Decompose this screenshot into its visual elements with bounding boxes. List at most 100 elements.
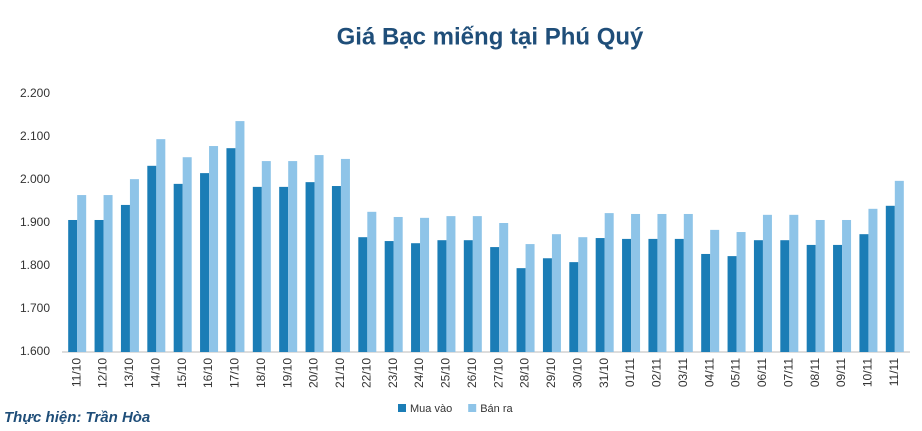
bar [657,213,667,352]
x-tick-label: 04/11 [702,358,716,387]
y-tick-label: 2.200 [20,86,50,100]
bar [885,205,895,352]
bar [200,173,210,352]
x-tick-label: 31/10 [597,358,611,388]
bar [490,247,500,352]
x-tick-label: 19/10 [280,358,294,388]
x-tick-label: 08/11 [808,358,822,387]
bar [156,139,166,352]
legend-label: Bán ra [480,403,513,415]
bar [94,219,104,352]
x-tick-label: 24/10 [412,358,426,388]
legend-swatch [398,404,406,412]
x-tick-label: 21/10 [333,358,347,388]
bar [472,216,482,352]
bar [622,238,632,352]
bar [815,219,825,352]
x-tick-label: 18/10 [254,358,268,388]
x-tick-label: 06/11 [755,358,769,387]
bar [648,238,658,352]
bar [753,240,763,352]
bar [226,148,236,352]
x-tick-label: 25/10 [439,358,453,388]
bar [305,182,315,352]
bar [77,195,87,352]
bar [595,238,605,352]
x-tick-label: 17/10 [228,358,242,388]
bar [252,186,262,352]
bar [868,208,878,352]
bar [411,243,421,352]
bar [129,179,139,352]
x-tick-label: 20/10 [307,358,321,388]
x-tick-label: 15/10 [175,358,189,388]
bar [182,157,192,352]
bar [120,204,130,352]
x-tick-label: 26/10 [465,358,479,388]
bar [525,244,535,352]
x-tick-label: 05/11 [729,358,743,387]
bar [736,232,746,352]
bar [393,216,403,352]
x-tick-label: 12/10 [96,358,110,388]
bar [674,238,684,352]
bar [147,165,157,352]
bar [463,240,473,352]
bar [683,213,693,352]
y-tick-label: 1.700 [20,301,50,315]
bar [833,244,843,352]
bar [762,214,772,352]
footer-credit: Thực hiện: Trần Hòa [4,409,150,426]
bar [569,262,579,352]
bar [499,223,509,352]
x-tick-label: 28/10 [518,358,532,388]
x-tick-label: 27/10 [491,358,505,388]
bar [68,219,78,352]
y-tick-label: 1.600 [20,344,50,358]
legend-label: Mua vào [410,403,452,415]
x-tick-label: 09/11 [834,358,848,387]
x-tick-label: 11/11 [887,358,901,387]
bar [103,195,113,352]
bar [578,237,588,352]
bar [516,268,526,352]
bar [173,183,183,352]
x-tick-label: 01/11 [623,358,637,387]
bar [551,234,561,352]
bar [358,237,368,352]
x-tick-label: 13/10 [122,358,136,388]
x-tick-label: 14/10 [148,358,162,388]
x-tick-label: 22/10 [359,358,373,388]
bar [367,211,377,352]
bar [384,241,394,352]
x-tick-label: 23/10 [386,358,400,388]
x-tick-label: 30/10 [570,358,584,388]
bar [437,240,447,352]
bar [789,214,799,352]
y-tick-label: 1.900 [20,215,50,229]
y-tick-label: 2.000 [20,172,50,186]
x-tick-label: 29/10 [544,358,558,388]
bar [340,158,350,352]
bar [279,186,289,352]
bar [420,217,430,352]
bar [727,256,737,352]
bar [842,219,852,352]
y-tick-label: 2.100 [20,129,50,143]
bar [780,240,790,352]
bar [446,216,456,352]
bar [209,146,219,352]
chart-title: Giá Bạc miếng tại Phú Quý [337,23,644,50]
bar [331,186,341,352]
legend-swatch [468,404,477,412]
bar [701,253,711,352]
bar [314,155,324,352]
x-tick-label: 11/10 [69,358,83,387]
bar [894,180,904,352]
x-tick-label: 07/11 [781,358,795,387]
bar [235,121,245,352]
bar [542,258,552,352]
y-tick-label: 1.800 [20,258,50,272]
